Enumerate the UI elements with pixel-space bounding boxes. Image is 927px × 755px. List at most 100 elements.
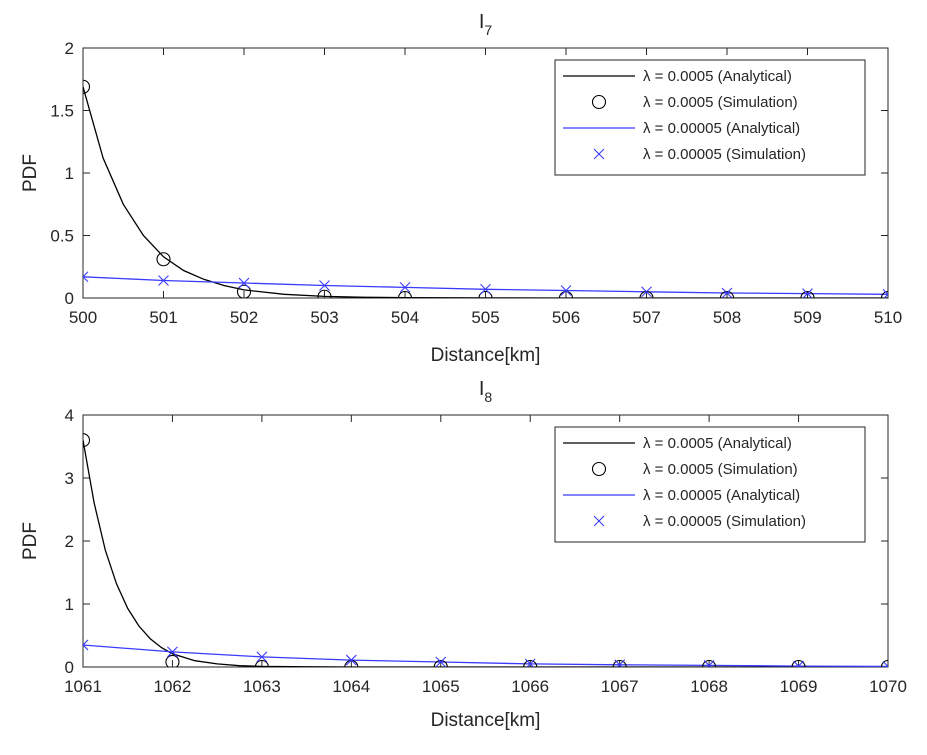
x-marker-stroke [883,293,888,298]
data-point-series-2 [702,659,717,667]
chart-panel-2: 1061 1062 1063 1064 1065 1066 1067 1068 1069 1070… [20,378,907,731]
legend-label-2: λ = 0.0005 (Simulation) [643,94,798,111]
x-marker-stroke [526,658,536,667]
data-point-series-4 [256,651,268,663]
x-marker-stroke [238,277,250,289]
x-marker-stroke [593,515,605,527]
legend-label-3: λ = 0.00005 (Analytical) [643,120,800,137]
series-line-1 [83,440,888,667]
data-point-series-2 [558,290,574,298]
legend: λ = 0.0005 (Analytical) λ = 0.0005 (Simul… [554,426,866,543]
x-tick-label: 502 [230,308,258,327]
series-group [83,79,888,298]
x-marker-stroke [158,275,169,286]
data-point-series-4 [399,281,411,293]
data-point-series-4 [882,288,888,298]
x-tick-label: 1064 [332,677,370,696]
legend-symbol-4 [593,515,605,527]
x-tick-label: 504 [391,308,419,327]
data-point-series-2 [433,659,448,667]
data-point-series-2 [523,659,538,667]
data-point-series-2 [156,252,171,267]
legend-label-1: λ = 0.0005 (Analytical) [643,435,792,452]
x-tick-label: 510 [874,308,902,327]
y-axis-label: PDF [20,154,41,192]
x-marker-stroke [83,271,89,278]
legend-marker [591,94,607,110]
data-point-series-2 [800,290,815,298]
data-point-series-2 [612,659,627,667]
y-tick-label: 2 [65,532,74,551]
legend: λ = 0.0005 (Analytical) λ = 0.0005 (Simul… [554,59,866,176]
data-point-series-4 [641,286,652,298]
data-point-series-4 [435,656,447,667]
y-tick-label: 2 [65,39,74,58]
x-tick-label: 1070 [869,677,907,696]
x-marker-stroke [167,646,178,658]
x-tick-label: 1065 [422,677,460,696]
data-point-series-2 [478,290,493,298]
x-tick-label: 500 [69,308,97,327]
x-marker-stroke [399,281,411,293]
y-tick-label: 4 [65,406,74,425]
x-marker-stroke [706,660,715,667]
x-tick-label: 501 [149,308,177,327]
data-point-series-4 [83,639,89,651]
data-point-series-4 [614,659,626,667]
x-marker-stroke [435,656,447,667]
x-marker-stroke [882,660,888,667]
x-tick-label: 506 [552,308,580,327]
data-point-series-4 [480,283,491,295]
data-point-series-4 [319,280,330,291]
data-point-series-2 [165,654,180,667]
x-tick-label: 505 [471,308,499,327]
data-point-series-4 [345,654,357,666]
data-point-series-4 [721,287,733,298]
x-marker-stroke [83,275,89,283]
x-marker-stroke [480,283,491,295]
x-axis-label: Distance[km] [431,710,541,731]
data-point-series-4 [83,271,89,283]
data-point-series-4 [793,660,804,667]
series-group [83,433,888,667]
x-marker-stroke [83,639,89,646]
legend-marker [591,461,607,477]
data-point-series-4 [882,660,888,667]
legend-label-1: λ = 0.0005 (Analytical) [643,68,792,85]
x-tick-label: 1069 [780,677,818,696]
legend-symbol-2 [591,461,607,477]
y-tick-label: 1 [65,164,74,183]
legend-label-4: λ = 0.00005 (Simulation) [643,513,806,530]
data-point-series-2 [254,659,269,667]
data-point-series-4 [158,275,169,286]
x-marker-stroke [802,288,813,298]
y-tick-label: 0.5 [50,227,74,246]
y-tick-label: 0 [65,289,74,308]
data-point-series-2 [83,433,91,448]
x-tick-label: 503 [310,308,338,327]
x-marker-stroke [641,286,652,298]
data-point-series-2 [83,79,91,94]
x-marker-stroke [721,287,733,298]
y-tick-label: 1.5 [50,102,74,121]
data-point-series-2 [719,290,735,298]
legend-marker [593,148,605,160]
x-marker-stroke [319,280,330,291]
y-axis-label: PDF [20,522,41,560]
x-tick-label: 508 [713,308,741,327]
legend-label-2: λ = 0.0005 (Simulation) [643,461,798,478]
legend-box [554,426,866,543]
data-point-series-4 [802,288,813,298]
x-tick-label: 1068 [690,677,728,696]
legend-label-4: λ = 0.00005 (Simulation) [643,146,806,163]
y-tick-label: 3 [65,469,74,488]
data-point-series-2 [236,284,252,298]
legend-marker [593,515,605,527]
x-marker-stroke [796,660,804,667]
data-point-series-4 [560,285,572,296]
legend-symbol-2 [591,94,607,110]
series-line-1 [83,86,888,298]
data-point-series-4 [238,277,250,289]
data-point-series-2 [397,290,413,298]
